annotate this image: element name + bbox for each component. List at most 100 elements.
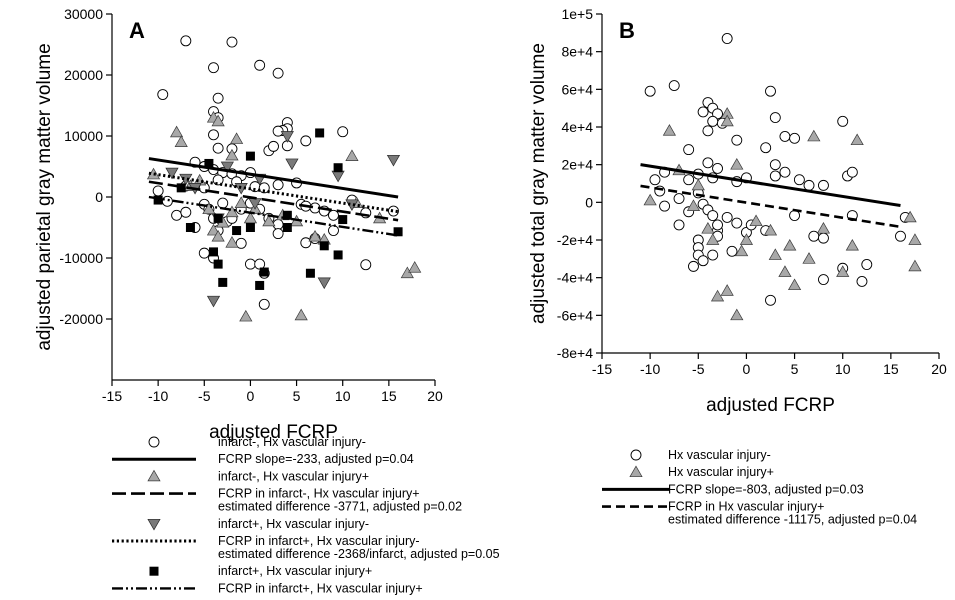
data-point	[768, 248, 782, 260]
y-tick-label: -20000	[59, 311, 103, 327]
data-point	[793, 174, 805, 186]
data-point	[702, 125, 714, 137]
x-tick-label: 10	[835, 361, 851, 377]
data-point	[229, 132, 244, 144]
y-axis-label: adjusted parietal gray matter volume	[34, 43, 55, 350]
x-tick-label: -10	[640, 361, 660, 377]
data-point	[707, 249, 719, 261]
legend-entry: Hx vascular injury+	[629, 465, 774, 479]
data-point	[726, 245, 738, 257]
data-point	[328, 225, 339, 237]
x-tick-label: -5	[198, 388, 211, 404]
data-point	[763, 223, 778, 236]
data-point	[659, 200, 671, 212]
x-tick-label: -5	[692, 361, 705, 377]
data-point	[408, 261, 422, 273]
data-point	[386, 154, 401, 167]
data-point	[818, 232, 829, 244]
data-point	[206, 223, 221, 236]
data-point	[169, 125, 184, 138]
legend-entry: FCRP in infarct+, Hx vascular injury-est…	[112, 534, 500, 561]
x-tick-label: 0	[743, 361, 751, 377]
data-point	[856, 275, 868, 287]
legend-label: estimated difference -2368/infarct, adju…	[218, 547, 500, 561]
data-point	[643, 193, 657, 206]
legend-entry: FCRP in infarct-, Hx vascular injury+est…	[112, 487, 462, 514]
legend-entry: infarct-, Hx vascular injury-	[148, 435, 366, 449]
legend-marker-triangle-down	[147, 518, 161, 531]
legend-label: FCRP in infarct-, Hx vascular injury+	[218, 487, 420, 501]
data-point	[837, 115, 849, 127]
data-point	[765, 294, 776, 306]
data-point	[244, 258, 256, 270]
series-circle	[644, 33, 911, 306]
data-point	[161, 195, 173, 207]
legend-entry: FCRP in Hx vascular injury+estimated dif…	[602, 500, 917, 527]
data-point	[769, 112, 781, 124]
data-point	[338, 215, 348, 225]
data-point	[903, 210, 917, 223]
data-point	[212, 92, 224, 104]
data-point	[649, 174, 661, 186]
x-tick-label: -10	[148, 388, 168, 404]
data-point	[331, 170, 345, 183]
data-point	[706, 233, 720, 245]
legend-label: FCRP in Hx vascular injury+	[668, 500, 824, 514]
x-tick-label: 10	[335, 388, 351, 404]
data-point	[185, 223, 195, 232]
legend-marker-triangle-up	[629, 465, 643, 478]
data-point	[760, 142, 772, 154]
x-tick-label: -15	[592, 361, 612, 377]
regression-line-solid	[640, 163, 901, 208]
data-point	[213, 213, 223, 223]
data-point	[272, 125, 284, 137]
data-point	[300, 237, 312, 249]
data-point	[243, 211, 258, 224]
series-triangle-up	[643, 107, 922, 321]
data-point	[673, 219, 685, 231]
x-tick-label: 0	[247, 388, 255, 404]
data-point	[388, 205, 399, 217]
data-point	[198, 247, 210, 259]
data-point	[209, 247, 219, 257]
data-point	[721, 211, 733, 223]
y-tick-label: -4e+4	[557, 270, 593, 286]
data-point	[258, 298, 270, 310]
y-axis-label: adjusted total gray matter volume	[528, 43, 549, 324]
legend-label: FCRP in infarct+, Hx vascular injury-	[218, 534, 420, 548]
x-tick-label: 20	[427, 388, 443, 404]
panel-a-legend: infarct-, Hx vascular injury- FCRP slope=…	[112, 435, 500, 595]
panel-letter: A	[129, 18, 145, 43]
y-tick-label: 10000	[64, 128, 103, 144]
data-point	[255, 280, 265, 290]
data-point	[668, 80, 680, 92]
data-point	[235, 237, 247, 249]
data-point	[258, 182, 270, 194]
x-tick-label: 15	[381, 388, 397, 404]
series-circle	[152, 35, 399, 310]
data-point	[171, 209, 183, 221]
legend-entry: FCRP in infarct+, Hx vascular injury+	[112, 581, 423, 595]
data-point	[818, 179, 829, 191]
data-point	[908, 259, 922, 272]
legend-label: infarct-, Hx vascular injury+	[218, 469, 369, 483]
legend-marker-square	[149, 566, 159, 576]
data-point	[688, 260, 699, 272]
data-point	[225, 236, 239, 248]
data-point	[262, 214, 276, 227]
data-point	[294, 308, 308, 321]
data-point	[908, 233, 922, 245]
data-point	[779, 166, 791, 178]
data-point	[211, 229, 225, 242]
data-point	[225, 205, 239, 218]
data-point	[254, 59, 266, 71]
data-point	[816, 221, 831, 234]
y-tick-label: -6e+4	[557, 307, 593, 323]
panel-a-chart: -15 -10 -5 0 5 10 15 20 -20000 -10000 0 10000 20000 3…	[34, 6, 443, 443]
data-point	[701, 221, 715, 234]
data-point	[272, 179, 284, 191]
y-tick-label: 4e+4	[561, 119, 593, 135]
legend-entry: FCRP slope=-233, adjusted p=0.04	[112, 452, 414, 466]
data-point	[305, 268, 315, 278]
data-point	[702, 157, 714, 169]
